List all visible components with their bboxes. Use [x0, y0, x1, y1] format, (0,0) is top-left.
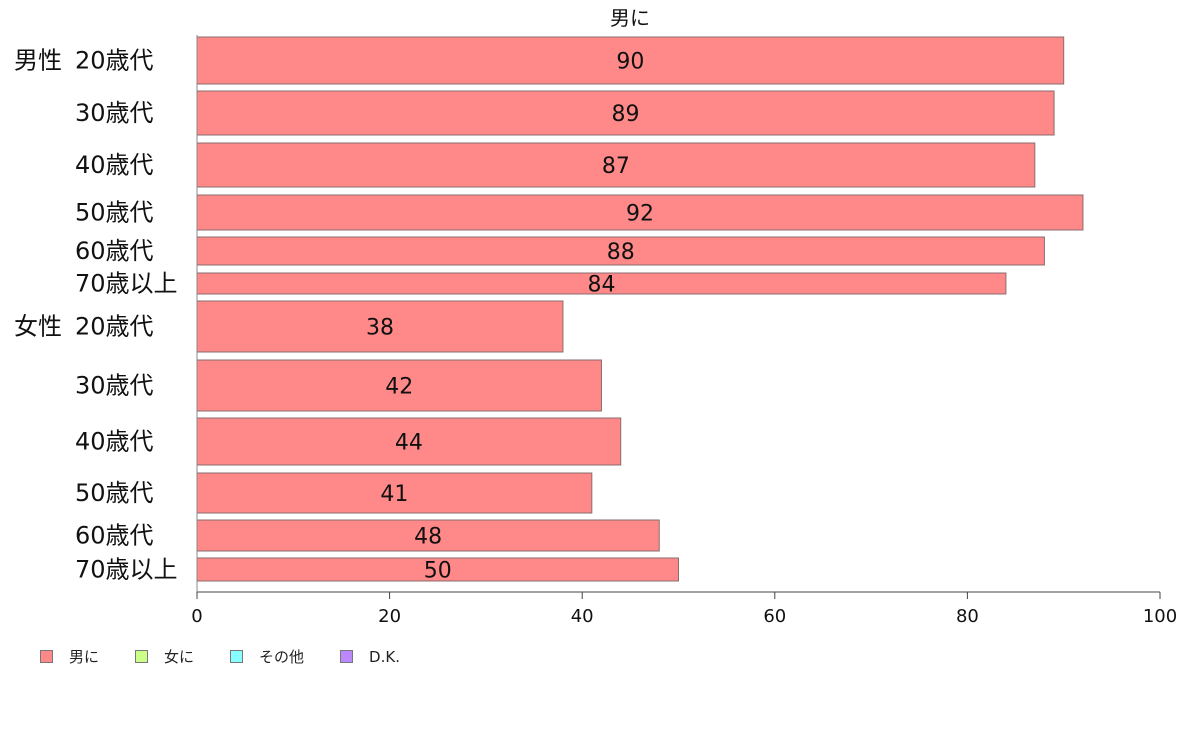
- legend: 男に 女に その他 D.K.: [40, 646, 436, 667]
- bar: [196, 36, 1065, 85]
- category-label: 50歳代: [75, 479, 154, 507]
- group-label: 女性: [14, 313, 62, 341]
- bar-value-label: 84: [587, 273, 615, 298]
- category-label: 70歳以上: [75, 270, 178, 298]
- legend-label: 女に: [164, 648, 195, 666]
- bar-value-label: 38: [366, 316, 394, 341]
- category-label: 70歳以上: [75, 556, 178, 584]
- bar-value-label: 87: [602, 154, 630, 179]
- x-tick-label: 60: [763, 606, 786, 627]
- category-label: 60歳代: [75, 522, 154, 550]
- category-label: 40歳代: [75, 428, 154, 456]
- legend-label: 男に: [69, 648, 100, 666]
- category-label: 50歳代: [75, 199, 154, 227]
- x-tick-label: 80: [956, 606, 979, 627]
- bar: [196, 194, 1084, 231]
- chart-title: 男に: [610, 6, 650, 30]
- legend-label: D.K.: [369, 647, 400, 666]
- category-label: 40歳代: [75, 151, 154, 179]
- legend-label: その他: [259, 648, 305, 666]
- category-label: 20歳代: [75, 313, 154, 341]
- category-label: 60歳代: [75, 237, 154, 265]
- legend-item-male: 男に: [40, 646, 99, 667]
- bar-value-label: 90: [616, 50, 644, 75]
- bar-value-label: 41: [380, 482, 408, 507]
- legend-swatch: [340, 650, 354, 663]
- legend-swatch: [230, 650, 244, 663]
- group-label: 男性: [14, 47, 62, 75]
- bar-value-label: 50: [424, 559, 452, 584]
- bar: [196, 142, 1036, 188]
- bar: [196, 300, 564, 353]
- bar-value-label: 88: [607, 240, 635, 265]
- category-label: 30歳代: [75, 372, 154, 400]
- bar: [196, 90, 1055, 136]
- legend-swatch: [135, 650, 149, 663]
- x-tick-label: 40: [571, 606, 594, 627]
- x-tick-label: 100: [1143, 606, 1177, 627]
- bar-value-label: 42: [385, 375, 413, 400]
- x-tick-label: 0: [191, 606, 202, 627]
- legend-swatch: [40, 650, 53, 663]
- bar-value-label: 44: [395, 431, 423, 456]
- bar-value-label: 92: [626, 202, 654, 227]
- bar-value-label: 89: [612, 102, 640, 127]
- x-axis: 0 20 40 60 80 100: [191, 35, 1177, 627]
- bar: [196, 236, 1045, 266]
- legend-item-female: 女に: [135, 646, 194, 667]
- bar-value-label: 48: [414, 525, 442, 550]
- legend-item-dk: D.K.: [340, 648, 400, 666]
- category-label: 20歳代: [75, 47, 154, 75]
- x-tick-label: 20: [378, 606, 401, 627]
- bar: [196, 359, 602, 412]
- bars-group: 9020歳代男性8930歳代8740歳代9250歳代8860歳代8470歳以上3…: [14, 36, 1084, 584]
- category-label: 30歳代: [75, 99, 154, 127]
- legend-item-other: その他: [230, 646, 304, 667]
